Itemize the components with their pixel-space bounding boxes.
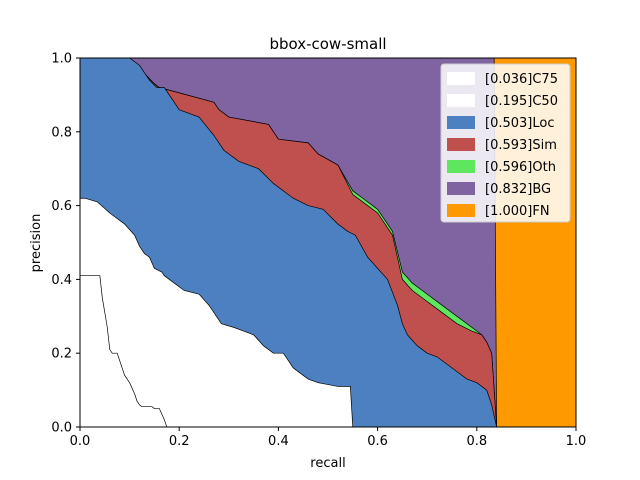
chart-title: bbox-cow-small bbox=[269, 35, 386, 53]
line-0-036-c75 bbox=[80, 275, 170, 427]
axes-frame bbox=[79, 57, 577, 428]
legend-label: [0.503]Loc bbox=[485, 116, 554, 131]
legend-item: [0.832]BG bbox=[447, 182, 551, 197]
legend-label: [0.195]C50 bbox=[485, 94, 558, 109]
plot-area bbox=[80, 58, 576, 427]
legend-label: [0.596]Oth bbox=[485, 160, 556, 175]
axes-border bbox=[79, 57, 577, 428]
x-tick-label: 0.4 bbox=[268, 434, 289, 449]
legend-label: [1.000]FN bbox=[485, 204, 550, 219]
area-series-group bbox=[80, 58, 576, 427]
y-axis: 0.0 0.2 0.4 0.6 0.8 1.0 bbox=[51, 52, 80, 436]
y-tick-label: 0.0 bbox=[51, 421, 72, 436]
y-tick-label: 0.8 bbox=[51, 125, 72, 140]
legend-item: [1.000]FN bbox=[447, 204, 550, 219]
x-tick-label: 0.2 bbox=[169, 434, 190, 449]
y-tick-label: 1.0 bbox=[51, 52, 72, 67]
legend-swatch bbox=[447, 182, 475, 195]
x-tick-label: 0.6 bbox=[367, 434, 388, 449]
legend-item: [0.593]Sim bbox=[447, 138, 557, 153]
line-0-503-loc bbox=[80, 58, 497, 427]
line-0-832-bg bbox=[80, 58, 497, 427]
x-tick-label: 0.0 bbox=[70, 434, 91, 449]
legend-swatch bbox=[447, 116, 475, 129]
legend-item: [0.036]C75 bbox=[447, 72, 558, 87]
x-tick-label: 1.0 bbox=[566, 434, 587, 449]
legend-swatch bbox=[447, 138, 475, 151]
legend-swatch bbox=[447, 204, 475, 217]
legend-label: [0.036]C75 bbox=[485, 72, 558, 87]
area-0-195-c50 bbox=[80, 198, 353, 427]
line-0-593-sim bbox=[80, 58, 497, 427]
area-0-036-c75 bbox=[80, 275, 170, 427]
line-0-195-c50 bbox=[80, 197, 354, 427]
y-tick-label: 0.4 bbox=[51, 273, 72, 288]
y-tick-label: 0.2 bbox=[51, 347, 72, 362]
legend-item: [0.503]Loc bbox=[447, 116, 554, 131]
legend-item: [0.195]C50 bbox=[447, 94, 558, 109]
x-axis: 0.0 0.2 0.4 0.6 0.8 1.0 bbox=[70, 427, 587, 449]
y-axis-label: precision bbox=[29, 214, 44, 273]
legend-label: [0.832]BG bbox=[485, 182, 551, 197]
legend-swatch bbox=[447, 72, 475, 85]
x-tick-label: 0.8 bbox=[466, 434, 487, 449]
legend-swatch bbox=[447, 94, 475, 107]
legend: [0.036]C75 [0.195]C50 [0.503]Loc [0.593]Sim… bbox=[440, 63, 571, 223]
y-tick-label: 0.6 bbox=[51, 199, 72, 214]
legend-label: [0.593]Sim bbox=[485, 138, 557, 153]
x-axis-label: recall bbox=[310, 456, 345, 471]
legend-item: [0.596]Oth bbox=[447, 160, 556, 175]
legend-swatch bbox=[447, 160, 475, 173]
